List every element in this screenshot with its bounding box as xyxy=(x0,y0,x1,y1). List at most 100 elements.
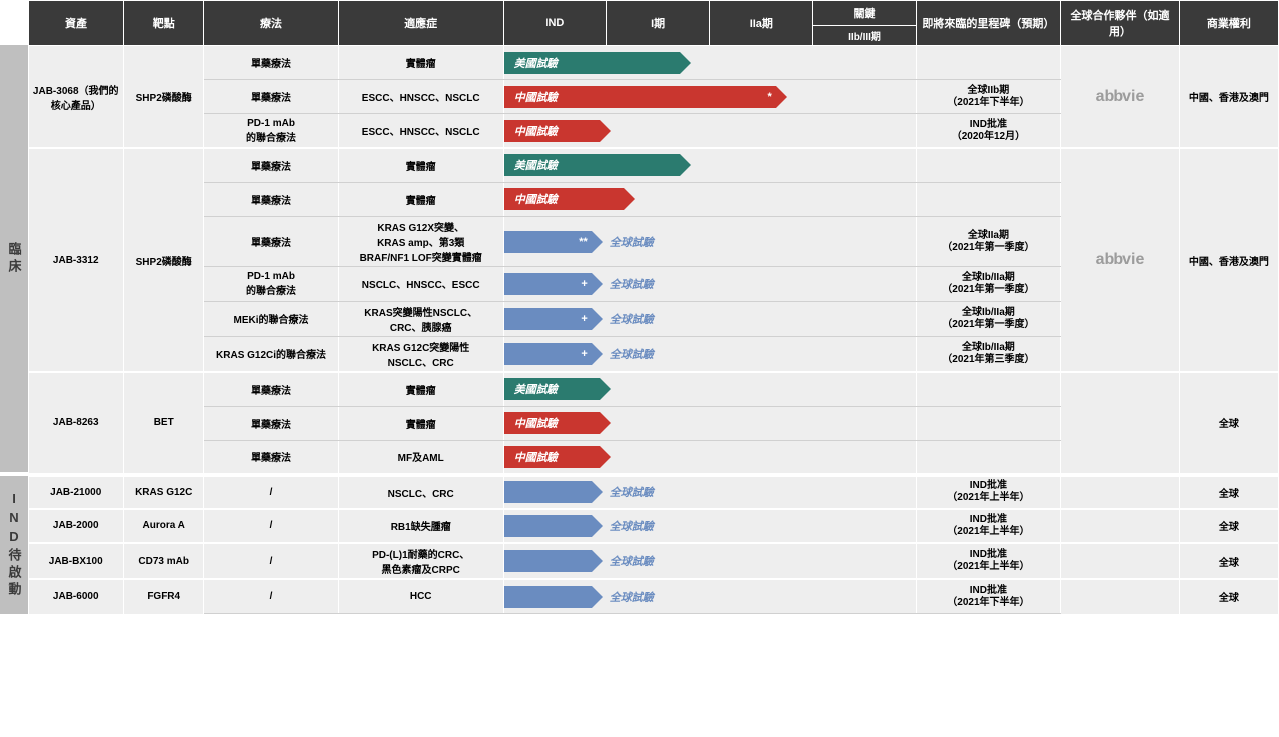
milestone-cell: 全球IIb期（2021年下半年） xyxy=(916,80,1061,114)
therapy-cell: PD-1 mAb的聯合療法 xyxy=(204,114,338,148)
rights-cell: 中國、香港及澳門 xyxy=(1179,46,1278,149)
target-cell: BET xyxy=(123,372,204,475)
phase-arrow: + xyxy=(504,343,592,365)
partner-cell: abbvie xyxy=(1061,46,1180,149)
pipeline-row: JAB-6000FGFR4/HCC全球試驗IND批准（2021年下半年） 全球 xyxy=(29,579,1279,613)
phase-arrow: 美國試驗 xyxy=(504,154,680,176)
milestone-cell: IND批准（2020年12月） xyxy=(916,114,1061,148)
indication-cell: HCC xyxy=(338,579,503,613)
trail-label-global: 全球試驗 xyxy=(610,553,654,569)
milestone-cell xyxy=(916,372,1061,406)
milestone-cell xyxy=(916,148,1061,182)
abbvie-logo: abbvie xyxy=(1096,251,1145,268)
abbvie-logo: abbvie xyxy=(1096,88,1145,105)
col-pkey-sub: IIb/III期 xyxy=(813,26,916,46)
target-cell: KRAS G12C xyxy=(123,475,204,509)
partner-cell xyxy=(1061,543,1180,579)
timeline-cell: 美國試驗 xyxy=(503,372,916,406)
milestone-cell: 全球Ib/IIa期（2021年第三季度） xyxy=(916,336,1061,372)
indication-cell: 實體瘤 xyxy=(338,406,503,440)
partner-cell: abbvie xyxy=(1061,148,1180,372)
timeline-cell: 中國試驗 xyxy=(503,440,916,474)
milestone-cell: 全球Ib/IIa期（2021年第一季度） xyxy=(916,301,1061,336)
asset-cell: JAB-3068（我們的核心產品） xyxy=(29,46,124,149)
partner-cell xyxy=(1061,509,1180,543)
phase-arrow: 中國試驗* xyxy=(504,86,776,108)
col-rights: 商業權利 xyxy=(1179,1,1278,46)
indication-cell: ESCC、HNSCC、NSCLC xyxy=(338,80,503,114)
milestone-cell: 全球Ib/IIa期（2021年第一季度） xyxy=(916,267,1061,301)
col-indication: 適應症 xyxy=(338,1,503,46)
indication-cell: NSCLC、HNSCC、ESCC xyxy=(338,267,503,301)
milestone-cell: IND批准（2021年下半年） xyxy=(916,579,1061,613)
rights-cell: 全球 xyxy=(1179,543,1278,579)
target-cell: FGFR4 xyxy=(123,579,204,613)
asset-cell: JAB-BX100 xyxy=(29,543,124,579)
pipeline-row: JAB-2000Aurora A/RB1缺失腫瘤全球試驗IND批准（2021年上… xyxy=(29,509,1279,543)
pipeline-row: JAB-BX100CD73 mAb/PD-(L)1耐藥的CRC、黑色素瘤及CRP… xyxy=(29,543,1279,579)
phase-arrow: 美國試驗 xyxy=(504,52,680,74)
milestone-cell: IND批准（2021年上半年） xyxy=(916,543,1061,579)
col-p1: I期 xyxy=(606,1,709,46)
therapy-cell: / xyxy=(204,543,338,579)
asset-cell: JAB-2000 xyxy=(29,509,124,543)
col-therapy: 療法 xyxy=(204,1,338,46)
trail-label-global: 全球試驗 xyxy=(610,234,654,250)
phase-arrow: 中國試驗 xyxy=(504,412,600,434)
therapy-cell: 單藥療法 xyxy=(204,148,338,182)
indication-cell: ESCC、HNSCC、NSCLC xyxy=(338,114,503,148)
pipeline-row: JAB-8263BET單藥療法實體瘤美國試驗全球 xyxy=(29,372,1279,406)
rights-cell: 全球 xyxy=(1179,579,1278,613)
milestone-cell xyxy=(916,440,1061,474)
milestone-cell xyxy=(916,406,1061,440)
trail-label-global: 全球試驗 xyxy=(610,484,654,500)
phase-arrow: 中國試驗 xyxy=(504,188,624,210)
timeline-cell: 中國試驗 xyxy=(503,406,916,440)
therapy-cell: / xyxy=(204,475,338,509)
phase-arrow: + xyxy=(504,273,592,295)
indication-cell: 實體瘤 xyxy=(338,148,503,182)
indication-cell: NSCLC、CRC xyxy=(338,475,503,509)
pipeline-row: JAB-3068（我們的核心產品）SHP2磷酸酶單藥療法實體瘤美國試驗abbvi… xyxy=(29,46,1279,80)
pipeline-row: JAB-21000KRAS G12C/NSCLC、CRC全球試驗IND批准（20… xyxy=(29,475,1279,509)
timeline-cell: 美國試驗 xyxy=(503,148,916,182)
indication-cell: KRAS G12X突變、KRAS amp、第3類BRAF/NF1 LOF突變實體… xyxy=(338,217,503,267)
timeline-cell: +全球試驗 xyxy=(503,301,916,336)
therapy-cell: 單藥療法 xyxy=(204,440,338,474)
partner-cell xyxy=(1061,579,1180,613)
trail-label-global: 全球試驗 xyxy=(610,518,654,534)
milestone-cell: IND批准（2021年上半年） xyxy=(916,475,1061,509)
therapy-cell: 單藥療法 xyxy=(204,46,338,80)
rights-cell: 中國、香港及澳門 xyxy=(1179,148,1278,372)
rights-cell: 全球 xyxy=(1179,509,1278,543)
indication-cell: KRAS突變陽性NSCLC、CRC、胰腺癌 xyxy=(338,301,503,336)
timeline-cell: 美國試驗 xyxy=(503,46,916,80)
timeline-cell: 中國試驗 xyxy=(503,182,916,216)
target-cell: CD73 mAb xyxy=(123,543,204,579)
asset-cell: JAB-6000 xyxy=(29,579,124,613)
col-ind: IND xyxy=(503,1,606,46)
timeline-cell: ** 全球試驗 xyxy=(503,217,916,267)
timeline-cell: 全球試驗 xyxy=(503,579,916,613)
col-milestone: 即將來臨的里程碑（預期） xyxy=(916,1,1061,46)
side-label-clinical: 臨床 xyxy=(0,45,28,472)
phase-arrow: + xyxy=(504,308,592,330)
target-cell: Aurora A xyxy=(123,509,204,543)
milestone-cell xyxy=(916,182,1061,216)
rights-cell: 全球 xyxy=(1179,372,1278,475)
rights-cell: 全球 xyxy=(1179,475,1278,509)
col-asset: 資產 xyxy=(29,1,124,46)
pipeline-table: 資產靶點療法適應症INDI期IIa期關鍵即將來臨的里程碑（預期）全球合作夥伴（如… xyxy=(28,0,1279,614)
phase-arrow: ** xyxy=(504,231,592,253)
therapy-cell: KRAS G12Ci的聯合療法 xyxy=(204,336,338,372)
therapy-cell: / xyxy=(204,579,338,613)
timeline-cell: +全球試驗 xyxy=(503,267,916,301)
asset-cell: JAB-3312 xyxy=(29,148,124,372)
side-label-ind-wait: IND待啟動 xyxy=(0,476,28,614)
therapy-cell: 單藥療法 xyxy=(204,80,338,114)
phase-arrow xyxy=(504,586,592,608)
indication-cell: KRAS G12C突變陽性NSCLC、CRC xyxy=(338,336,503,372)
col-p2a: IIa期 xyxy=(710,1,813,46)
col-pkey: 關鍵 xyxy=(813,1,916,26)
phase-arrow: 美國試驗 xyxy=(504,378,600,400)
